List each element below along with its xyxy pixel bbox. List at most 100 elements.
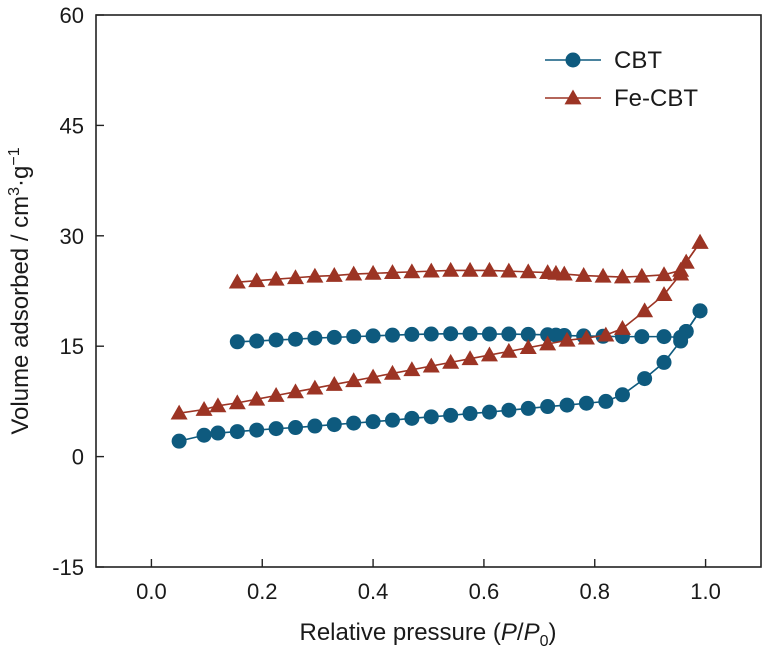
- y-tick-label: -15: [52, 555, 84, 580]
- series-fe-cbt: [170, 233, 709, 420]
- data-point: [306, 379, 324, 395]
- data-point: [442, 261, 460, 277]
- data-point: [575, 267, 593, 282]
- x-tick-label: 1.0: [690, 579, 721, 604]
- data-point: [655, 286, 673, 302]
- data-point: [249, 422, 265, 438]
- data-point: [364, 264, 382, 280]
- data-point: [614, 387, 630, 403]
- data-point: [520, 400, 536, 416]
- y-tick-label: 30: [60, 224, 84, 249]
- data-point: [691, 233, 709, 249]
- data-point: [209, 397, 227, 413]
- data-point: [500, 262, 518, 278]
- y-tick-label: 45: [60, 113, 84, 138]
- data-point: [423, 409, 439, 425]
- data-point: [501, 402, 517, 418]
- legend-marker: [565, 52, 581, 68]
- data-point: [268, 421, 284, 437]
- series-cbt: [171, 303, 708, 449]
- legend-label: Fe-CBT: [614, 85, 698, 112]
- data-point: [268, 332, 284, 348]
- data-point: [306, 267, 324, 283]
- series-layer: [170, 233, 709, 449]
- data-point: [540, 399, 556, 415]
- data-point: [288, 331, 303, 347]
- data-point: [326, 417, 342, 433]
- y-axis-label: Volume adsorbed / cm3·g−1: [6, 147, 34, 434]
- data-point: [633, 267, 651, 283]
- data-point: [287, 383, 304, 399]
- data-point: [520, 326, 536, 342]
- x-tick-label: 0.0: [136, 579, 167, 604]
- data-point: [346, 329, 362, 345]
- x-axis-label: Relative pressure (P/P0): [299, 619, 556, 650]
- data-point: [326, 329, 342, 345]
- y-tick-label: 0: [72, 445, 84, 470]
- data-point: [365, 414, 381, 430]
- legend-marker: [564, 89, 582, 105]
- data-point: [423, 326, 439, 342]
- data-point: [540, 327, 556, 343]
- data-point: [346, 415, 362, 431]
- data-point: [672, 261, 690, 277]
- y-tick-label: 15: [60, 334, 84, 359]
- data-point: [637, 371, 653, 387]
- data-point: [229, 334, 245, 350]
- plot-frame: [95, 14, 762, 568]
- x-tick-label: 0.2: [247, 579, 278, 604]
- data-point: [598, 393, 614, 409]
- data-point: [248, 390, 266, 406]
- y-tick-label: 60: [60, 3, 84, 28]
- data-point: [171, 433, 187, 449]
- data-point: [248, 272, 266, 288]
- data-point: [656, 354, 672, 370]
- data-point: [307, 330, 323, 346]
- data-point: [597, 326, 615, 342]
- data-point: [196, 427, 212, 443]
- data-point: [558, 331, 576, 347]
- data-point: [345, 265, 363, 281]
- data-point: [307, 418, 323, 434]
- data-point: [443, 326, 459, 342]
- data-point: [365, 328, 381, 344]
- data-point: [673, 329, 689, 345]
- data-point: [594, 267, 612, 283]
- data-point: [481, 326, 497, 342]
- data-point: [210, 425, 226, 441]
- data-point: [422, 357, 440, 373]
- data-point: [443, 407, 459, 423]
- data-point: [383, 364, 401, 380]
- data-point: [325, 267, 343, 282]
- data-point: [228, 273, 246, 289]
- data-point: [613, 320, 631, 335]
- x-tick-label: 0.8: [579, 579, 610, 604]
- x-tick-label: 0.4: [358, 579, 389, 604]
- data-point: [461, 350, 479, 366]
- data-point: [577, 329, 595, 345]
- data-point: [228, 394, 246, 410]
- data-point: [462, 406, 478, 422]
- data-point: [404, 326, 420, 342]
- data-point: [170, 404, 188, 420]
- data-point: [462, 326, 478, 342]
- data-point: [480, 261, 498, 277]
- data-point: [480, 346, 498, 362]
- data-point: [519, 339, 537, 355]
- data-point: [288, 420, 303, 436]
- data-point: [634, 329, 650, 345]
- data-point: [287, 269, 304, 285]
- data-point: [249, 333, 265, 349]
- data-point: [403, 263, 421, 279]
- data-point: [267, 387, 285, 402]
- data-point: [384, 412, 400, 428]
- data-point: [384, 327, 400, 343]
- data-point: [539, 264, 557, 279]
- data-point: [613, 268, 631, 284]
- data-point: [539, 335, 557, 351]
- data-point: [636, 302, 654, 318]
- data-point: [461, 261, 479, 277]
- data-point: [559, 397, 575, 413]
- data-point: [500, 342, 518, 358]
